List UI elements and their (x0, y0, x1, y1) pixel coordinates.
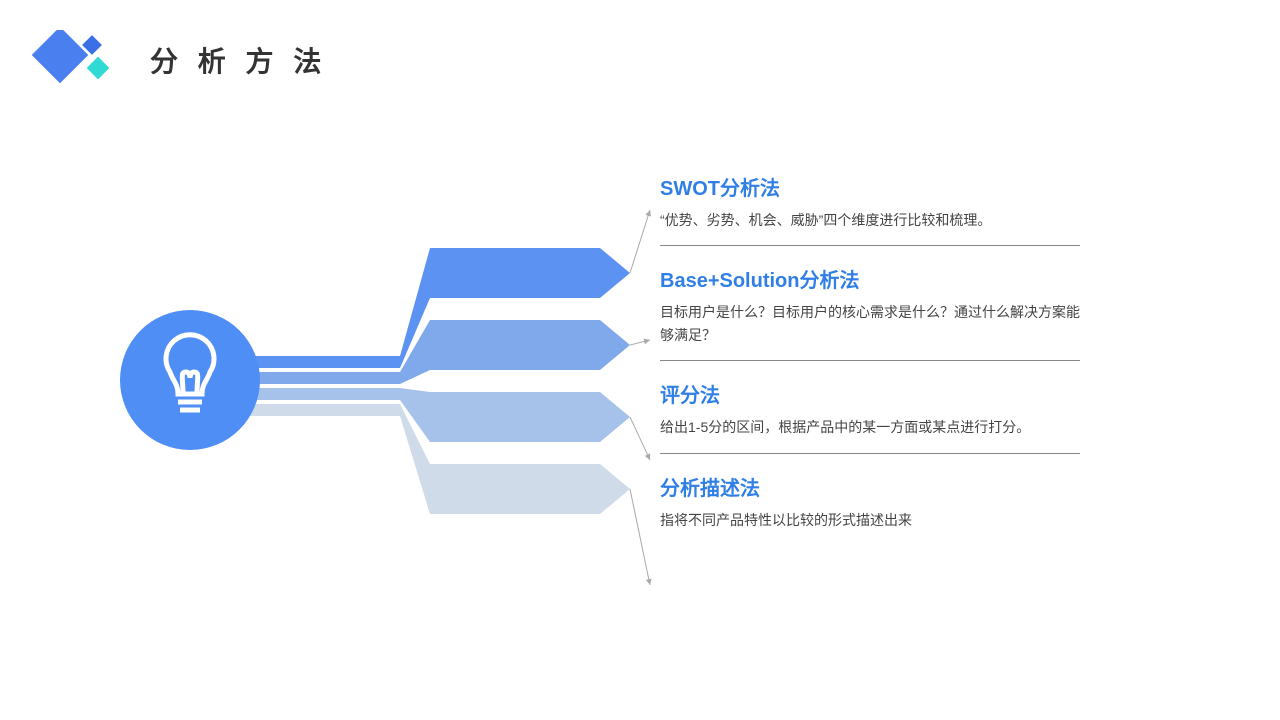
method-item: 分析描述法指将不同产品特性以比较的形式描述出来 (660, 460, 1080, 545)
method-title: 分析描述法 (660, 472, 1080, 501)
connector-line (630, 489, 650, 585)
method-desc: 目标用户是什么？目标用户的核心需求是什么？通过什么解决方案能够满足？ (660, 301, 1080, 346)
method-item: Base+Solution分析法目标用户是什么？目标用户的核心需求是什么？通过什… (660, 252, 1080, 361)
connector-line (630, 210, 650, 273)
logo-icon (30, 30, 120, 90)
bulb-circle (120, 310, 260, 450)
method-item: 评分法给出1-5分的区间，根据产品中的某一方面或某点进行打分。 (660, 367, 1080, 453)
page-title: 分 析 方 法 (150, 40, 327, 80)
method-desc: 给出1-5分的区间，根据产品中的某一方面或某点进行打分。 (660, 416, 1080, 438)
method-title: SWOT分析法 (660, 172, 1080, 201)
branch-arrow (220, 320, 630, 384)
connector-line (630, 417, 650, 460)
header: 分 析 方 法 (30, 30, 327, 90)
method-title: Base+Solution分析法 (660, 264, 1080, 293)
method-desc: “优势、劣势、机会、威胁”四个维度进行比较和梳理。 (660, 209, 1080, 231)
method-item: SWOT分析法 “优势、劣势、机会、威胁”四个维度进行比较和梳理。 (660, 160, 1080, 246)
branch-diagram (110, 140, 660, 560)
methods-list: SWOT分析法 “优势、劣势、机会、威胁”四个维度进行比较和梳理。 Base+Sol… (660, 160, 1080, 551)
connector-line (630, 340, 650, 345)
method-desc: 指将不同产品特性以比较的形式描述出来 (660, 509, 1080, 531)
method-title: 评分法 (660, 379, 1080, 408)
